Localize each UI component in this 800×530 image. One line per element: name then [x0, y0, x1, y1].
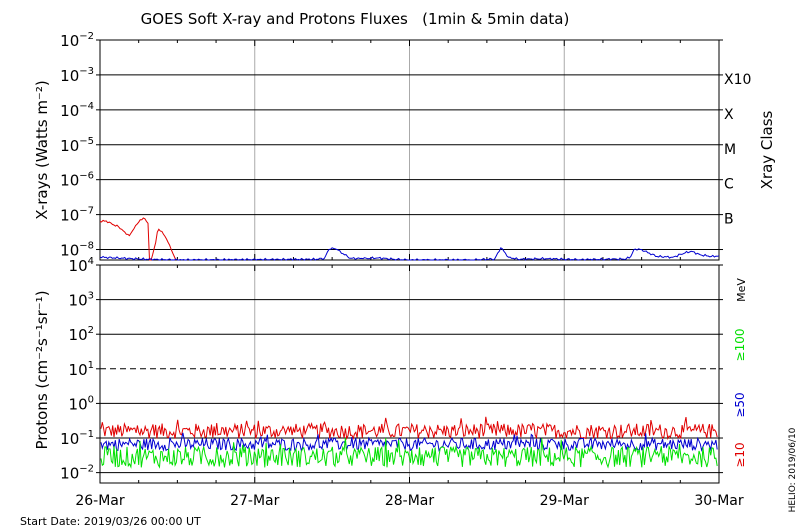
start-date: Start Date: 2019/03/26 00:00 UT: [20, 515, 201, 528]
xray-class-label: Xray Class: [758, 110, 776, 189]
time-tick-label: 30-Mar: [694, 493, 744, 509]
xray-ytick-label: 10−6: [60, 171, 94, 190]
xray-class-b: B: [724, 212, 734, 228]
xray-ytick-label: 10−2: [60, 31, 94, 50]
proton-series-ge100: [100, 437, 718, 469]
proton-series-ge10: [100, 416, 718, 441]
proton-ytick-label: 103: [69, 291, 94, 310]
proton-ytick-label: 102: [69, 325, 94, 344]
helio-date: HELIO: 2019/06/10: [788, 427, 798, 512]
proton-ytick-label: 104: [69, 256, 94, 275]
proton-series-ge50: [100, 432, 718, 452]
proton-legend-ge10: ≥10: [733, 442, 747, 467]
time-tick-label: 27-Mar: [230, 493, 280, 509]
time-tick-label: 29-Mar: [540, 493, 590, 509]
time-tick-label: 28-Mar: [385, 493, 435, 509]
proton-legend: ≥100 ≥50 ≥10: [733, 329, 747, 468]
proton-ytick-label: 100: [69, 394, 94, 413]
xray-ytick-label: 10−4: [60, 101, 94, 120]
xray-series-short: [99, 247, 720, 261]
proton-ytick-label: 10−1: [60, 429, 94, 448]
xray-class-x10: X10: [724, 72, 751, 88]
protons-ylabel: Protons (cm⁻²s⁻¹sr⁻¹): [33, 290, 51, 449]
xray-ytick-label: 10−5: [60, 136, 94, 155]
xray-ytick-label: 10−7: [60, 206, 94, 225]
xray-series-long: [99, 217, 177, 261]
proton-legend-ge50: ≥50: [733, 392, 747, 417]
chart-title: GOES Soft X-ray and Protons Fluxes (1min…: [141, 10, 570, 28]
xray-class-x: X: [724, 107, 734, 123]
xray-ytick-label: 10−3: [60, 66, 94, 85]
proton-panel: 104 103 102 101 100 10−1 10−2: [60, 256, 723, 484]
proton-ytick-label: 101: [69, 360, 94, 379]
xray-ylabel: X-rays (Watts m⁻²): [33, 80, 51, 219]
proton-ytick-label: 10−2: [60, 464, 94, 483]
time-tick-label: 26-Mar: [75, 493, 125, 509]
xray-class-m: M: [724, 142, 736, 158]
xray-class-c: C: [724, 177, 734, 193]
proton-unit-label: MeV: [735, 278, 748, 302]
proton-legend-ge100: ≥100: [733, 329, 747, 362]
time-axis: 26-Mar 27-Mar 28-Mar 29-Mar 30-Mar: [75, 493, 744, 509]
